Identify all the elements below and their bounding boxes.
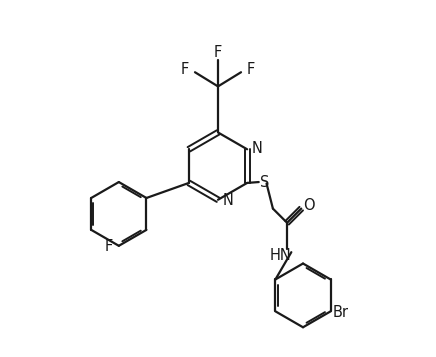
Text: Br: Br xyxy=(333,305,348,320)
Text: N: N xyxy=(222,193,233,208)
Text: F: F xyxy=(105,239,113,255)
Text: F: F xyxy=(247,62,255,77)
Text: F: F xyxy=(181,62,189,77)
Text: N: N xyxy=(252,141,262,156)
Text: O: O xyxy=(303,198,315,213)
Text: HN: HN xyxy=(270,248,292,263)
Text: F: F xyxy=(214,45,222,60)
Text: S: S xyxy=(260,175,270,190)
